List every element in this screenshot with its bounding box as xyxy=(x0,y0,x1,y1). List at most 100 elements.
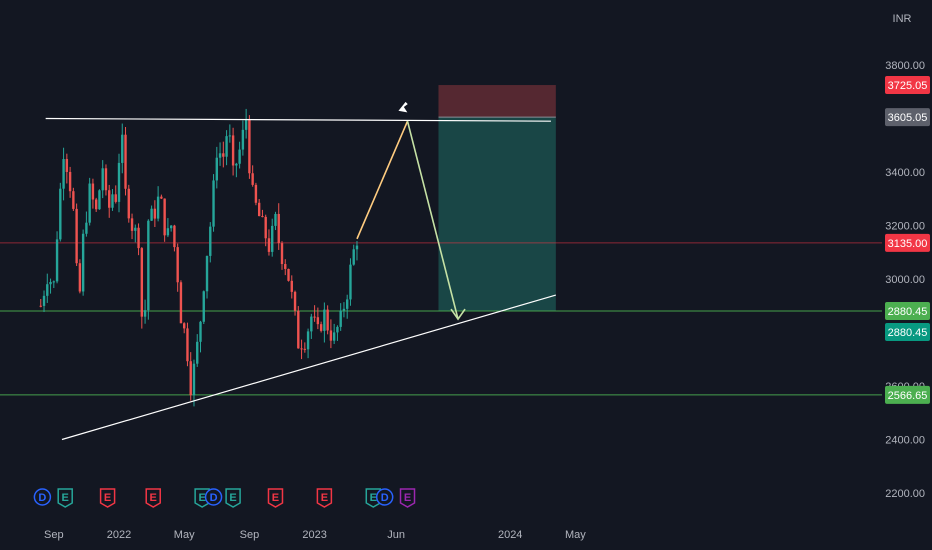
candle-body xyxy=(293,291,297,311)
candle-body xyxy=(274,213,277,226)
candle-body xyxy=(290,280,293,292)
candle-body xyxy=(332,332,336,341)
earnings-marker-shape xyxy=(99,488,116,508)
take-profit-zone[interactable] xyxy=(438,117,556,311)
candle-body xyxy=(173,225,176,248)
earnings-marker-icon[interactable]: E xyxy=(145,488,161,508)
event-letter: E xyxy=(229,492,236,504)
candle-body xyxy=(212,180,215,227)
event-letter: D xyxy=(210,492,218,504)
candle-body xyxy=(192,363,196,396)
candlesticks xyxy=(39,108,359,407)
candle-body xyxy=(241,129,245,150)
candle-body xyxy=(196,341,199,364)
event-letter: E xyxy=(272,492,279,504)
candle-body xyxy=(98,190,101,210)
event-letter: E xyxy=(104,492,111,504)
earnings-marker-shape xyxy=(267,488,284,508)
candle-body xyxy=(62,159,65,189)
candle-body xyxy=(271,225,274,252)
event-letter: D xyxy=(38,492,46,504)
candle-body xyxy=(306,331,310,350)
price-tag-label: 2566.65 xyxy=(888,390,928,402)
candle-body xyxy=(150,208,153,221)
arrow-head xyxy=(450,308,466,321)
candle-body xyxy=(179,282,183,324)
candle-body xyxy=(114,194,117,202)
candle-body xyxy=(94,199,98,210)
candle-body xyxy=(303,348,307,350)
short-position-tool[interactable] xyxy=(438,85,556,311)
price-tag xyxy=(885,233,930,252)
earnings-marker-icon[interactable]: E xyxy=(399,488,416,508)
earnings-marker-icon[interactable]: E xyxy=(267,488,284,508)
candle-body xyxy=(264,216,267,239)
rising-trendline[interactable] xyxy=(61,294,557,441)
candle-body xyxy=(355,245,359,250)
dividend-marker-circle xyxy=(375,488,394,506)
drawing-cursor-icon xyxy=(396,100,410,114)
candle-body xyxy=(186,328,189,362)
price-tag-label: 3605.05 xyxy=(888,112,928,124)
candle-body xyxy=(202,291,205,322)
dividend-marker-icon[interactable]: D xyxy=(33,488,52,506)
projection-up-leg[interactable] xyxy=(356,120,409,240)
candle-body xyxy=(46,284,49,296)
price-tag xyxy=(885,108,930,127)
dividend-marker-icon[interactable]: D xyxy=(375,488,394,506)
candle-body xyxy=(81,233,85,292)
candle-body xyxy=(280,243,284,265)
candle-body xyxy=(251,173,254,185)
candle-body xyxy=(284,264,287,269)
earnings-marker-shape xyxy=(316,488,333,508)
price-tag-label: 2880.45 xyxy=(888,306,928,318)
candle-body xyxy=(349,264,352,300)
earnings-marker-icon[interactable]: E xyxy=(57,488,73,508)
candle-body xyxy=(352,249,355,265)
candle-body xyxy=(248,119,251,174)
candle-body xyxy=(111,194,114,208)
candle-body xyxy=(39,305,42,307)
candle-body xyxy=(59,188,62,240)
horizontal-resistance[interactable] xyxy=(45,117,551,122)
candle-body xyxy=(215,157,218,181)
candle-body xyxy=(153,208,157,219)
x-tick-label: Sep xyxy=(44,529,64,541)
dividend-marker-icon[interactable]: D xyxy=(204,488,223,506)
currency-label: INR xyxy=(893,13,912,25)
dividend-marker-circle xyxy=(204,488,223,506)
y-tick-label: 3400.00 xyxy=(885,167,925,179)
candle-body xyxy=(85,222,88,234)
candle-body xyxy=(156,196,160,219)
earnings-marker-shape xyxy=(57,488,73,508)
candle-body xyxy=(160,196,163,199)
earnings-marker-icon[interactable]: E xyxy=(99,488,116,508)
candle-body xyxy=(313,316,316,318)
candle-body xyxy=(277,213,280,244)
candle-body xyxy=(323,309,326,331)
candle-body xyxy=(267,238,271,252)
x-tick-label: May xyxy=(174,529,195,541)
candle-body xyxy=(140,248,144,317)
y-tick-label: 3800.00 xyxy=(885,60,925,72)
candle-body xyxy=(287,268,290,281)
y-tick-label: 3200.00 xyxy=(885,221,925,233)
candle-body xyxy=(297,310,300,349)
candle-body xyxy=(163,198,166,236)
candle-body xyxy=(218,153,222,158)
stop-loss-zone[interactable] xyxy=(438,85,556,118)
earnings-marker-icon[interactable]: E xyxy=(316,488,333,508)
projection-down-leg[interactable] xyxy=(406,120,459,320)
price-tags: 3725.05 3605.05 3135.00 2880.45 2880.45 2566.… xyxy=(885,76,930,404)
x-tick-label: 2024 xyxy=(498,529,522,541)
candle-body xyxy=(42,295,46,306)
drawings[interactable] xyxy=(45,100,557,441)
earnings-marker-icon[interactable]: E xyxy=(225,488,241,508)
candle-body xyxy=(336,326,339,333)
time-axis[interactable]: Sep 2022 May Sep 2023 Jun 2024 May xyxy=(44,529,586,541)
candle-body xyxy=(101,168,104,191)
candle-body xyxy=(346,299,349,309)
candle-body xyxy=(222,153,225,157)
